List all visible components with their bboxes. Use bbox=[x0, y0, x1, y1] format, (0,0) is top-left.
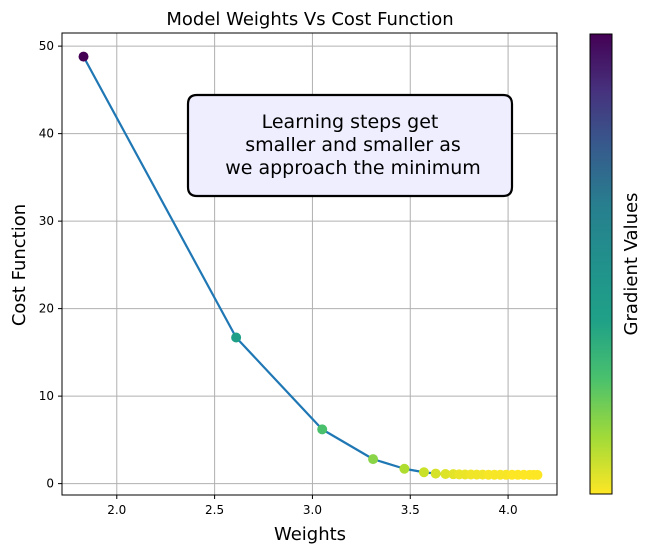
x-tick-label: 4.0 bbox=[499, 503, 518, 517]
data-point bbox=[430, 468, 441, 479]
y-tick-label: 20 bbox=[39, 302, 54, 316]
data-point bbox=[399, 463, 410, 474]
annotation-line-2: smaller and smaller as bbox=[245, 134, 461, 156]
data-point bbox=[440, 469, 451, 479]
x-tick-label: 3.5 bbox=[401, 503, 420, 517]
y-tick-label: 10 bbox=[39, 389, 54, 403]
x-tick-label: 2.0 bbox=[107, 503, 126, 517]
x-axis-label: Weights bbox=[274, 524, 346, 545]
y-tick-label: 40 bbox=[39, 127, 54, 141]
annotation-box-outline bbox=[186, 93, 514, 198]
colorbar-label: Gradient Values bbox=[621, 193, 642, 336]
data-point bbox=[78, 51, 89, 62]
data-point bbox=[368, 454, 379, 465]
y-tick-label: 50 bbox=[39, 39, 54, 53]
plot-frame bbox=[61, 32, 558, 496]
y-axis-label: Cost Function bbox=[9, 204, 30, 326]
data-point bbox=[317, 424, 328, 435]
y-tick-label: 0 bbox=[46, 477, 54, 491]
y-axis-ticks: 0 10 20 30 40 50 bbox=[39, 39, 62, 491]
y-tick-label: 30 bbox=[39, 214, 54, 228]
series-points-layer bbox=[78, 51, 543, 480]
data-point bbox=[231, 332, 242, 343]
annotation-line-1: Learning steps get bbox=[262, 111, 439, 133]
x-tick-label: 3.0 bbox=[303, 503, 322, 517]
colorbar bbox=[589, 33, 613, 495]
x-tick-label: 2.5 bbox=[205, 503, 224, 517]
x-axis-ticks: 2.0 2.5 3.0 3.5 4.0 bbox=[107, 495, 518, 517]
data-point bbox=[418, 467, 429, 478]
chart-title: Model Weights Vs Cost Function bbox=[166, 9, 453, 30]
data-point bbox=[532, 469, 543, 480]
annotation-box: Learning steps get smaller and smaller a… bbox=[186, 93, 514, 198]
annotation-line-3: we approach the minimum bbox=[225, 157, 481, 179]
